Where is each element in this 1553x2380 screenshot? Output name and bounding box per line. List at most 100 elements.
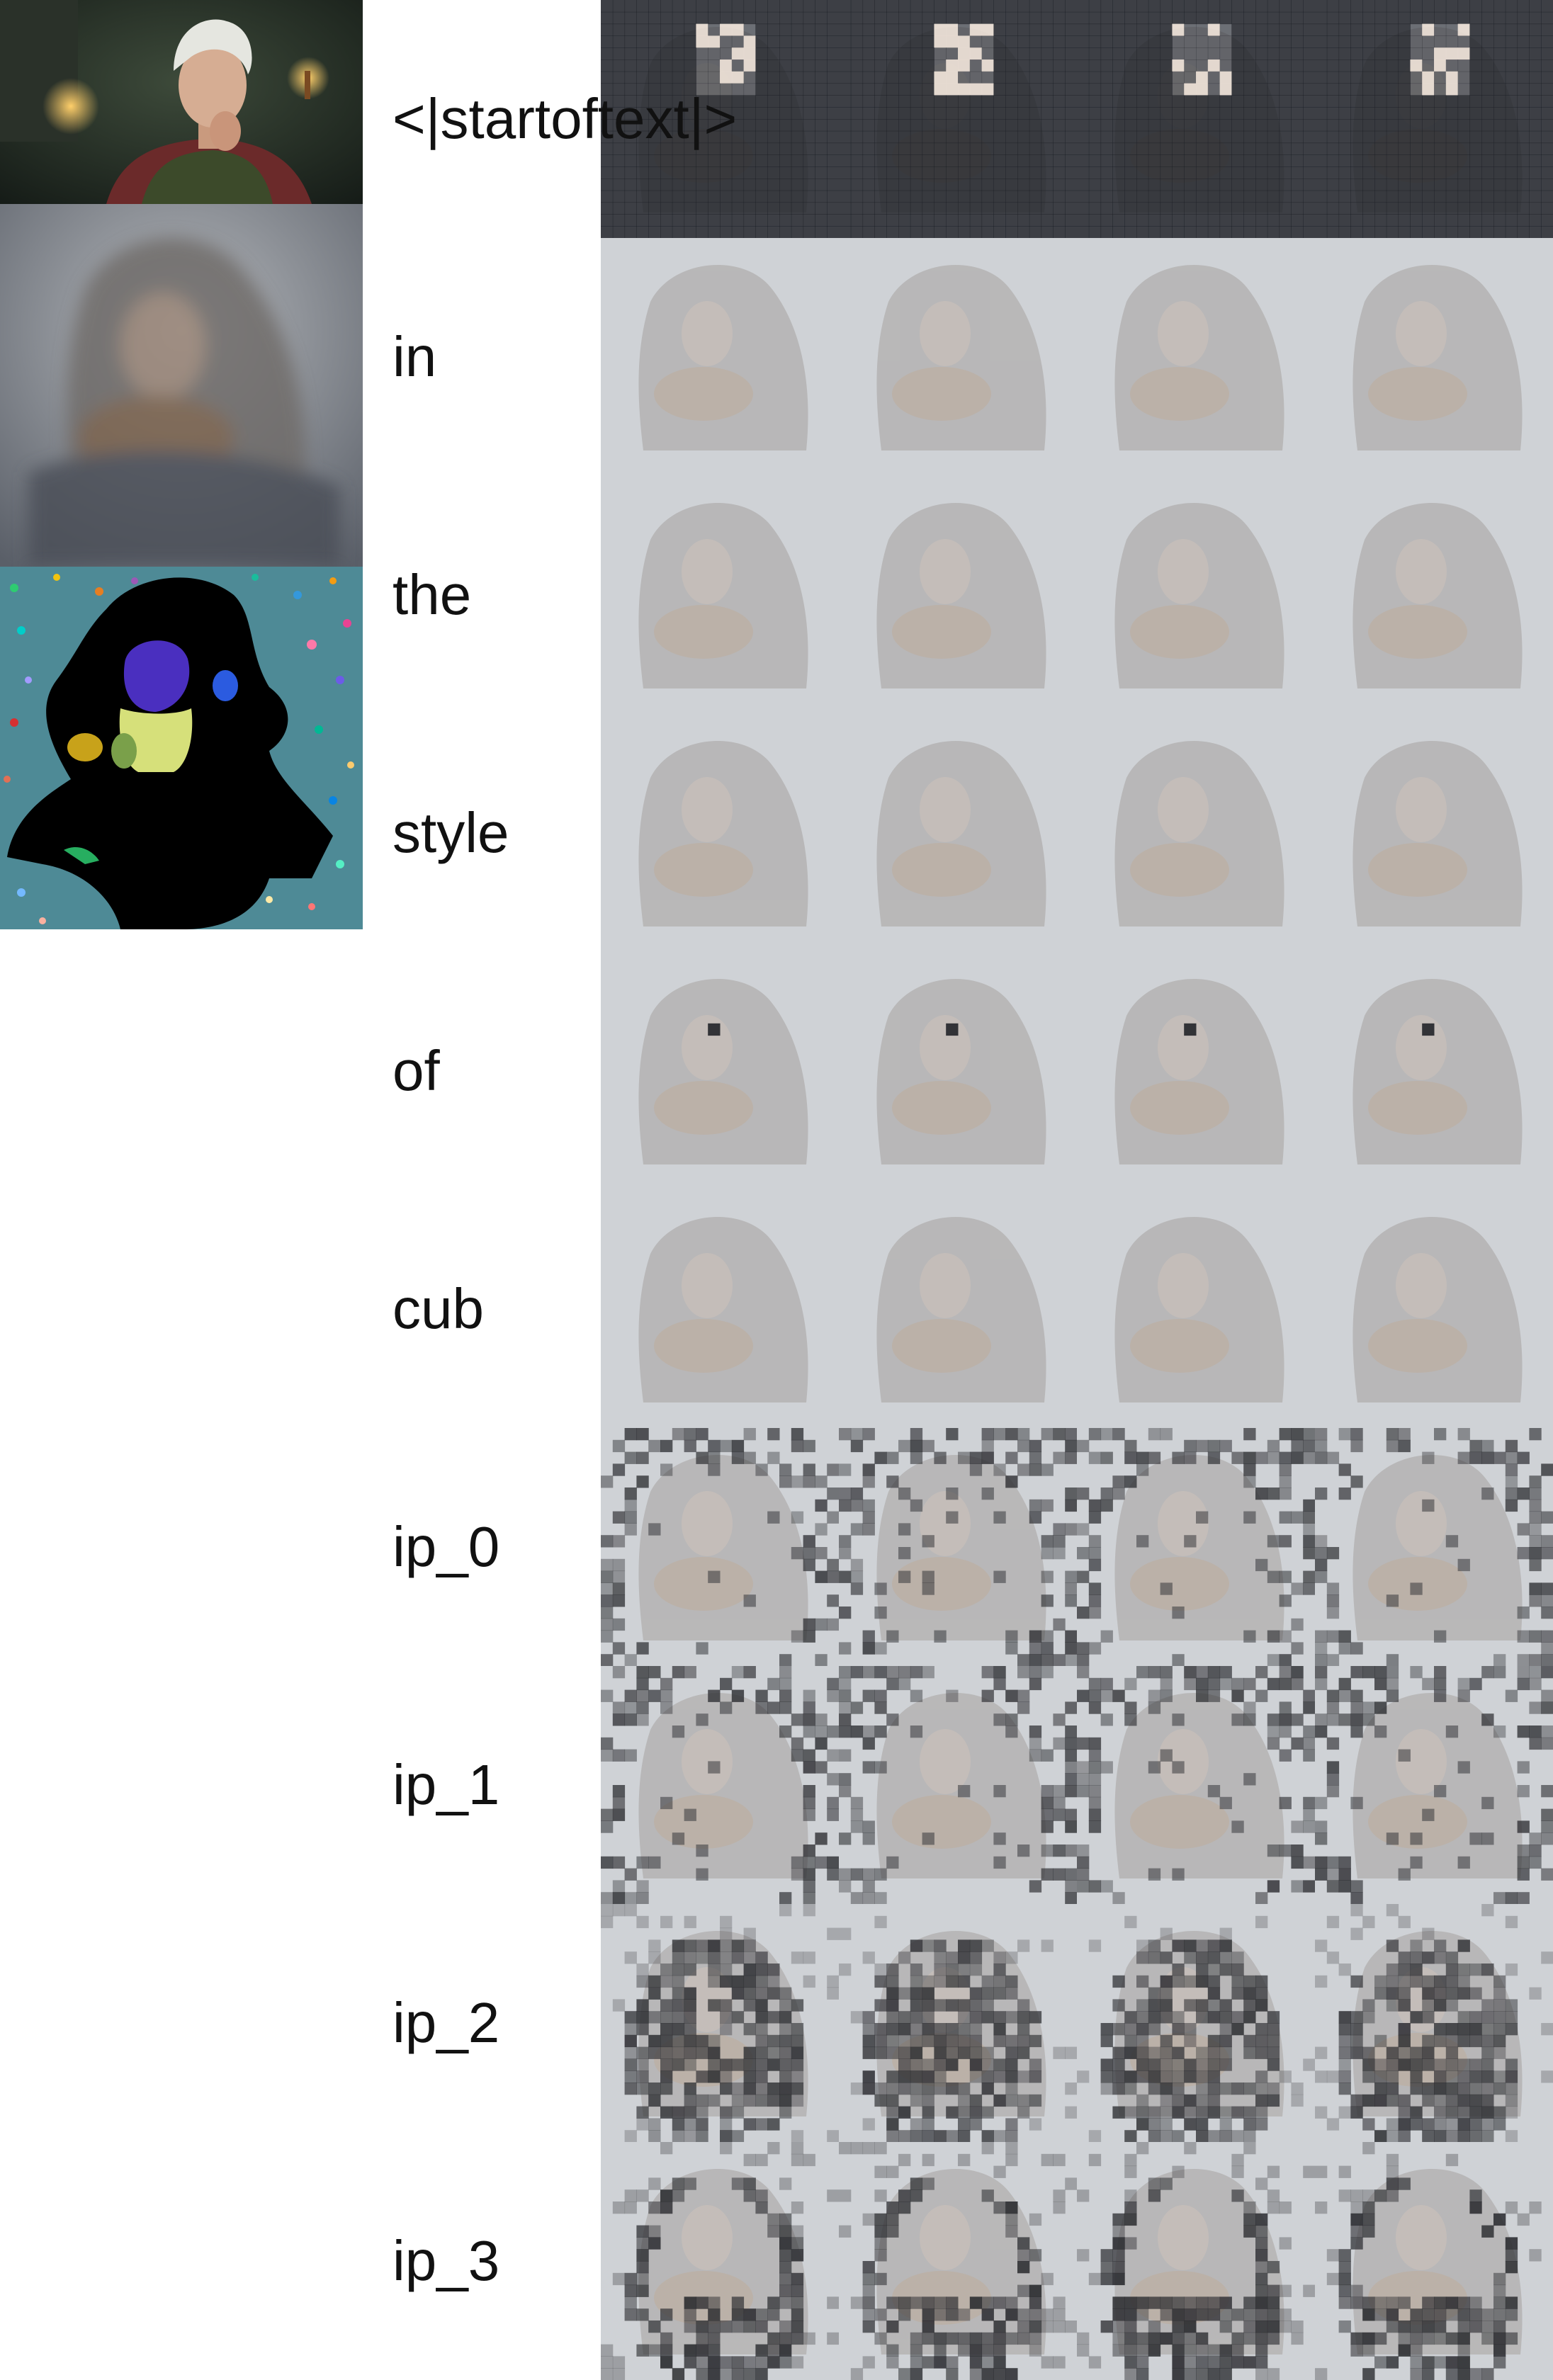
attention-patch xyxy=(1219,2368,1232,2380)
attention-patch xyxy=(1148,2177,1161,2190)
attention-patch xyxy=(1398,2344,1411,2357)
attention-patch xyxy=(993,2011,1006,2024)
attention-patch xyxy=(672,107,685,120)
attention-patch xyxy=(1422,2011,1435,2024)
attention-patch xyxy=(862,1951,875,1964)
attention-patch xyxy=(1326,1737,1340,1750)
attention-patch xyxy=(1291,11,1304,25)
attention-patch xyxy=(1172,190,1185,203)
attention-patch xyxy=(1398,1439,1411,1453)
attention-patch xyxy=(720,1999,733,2012)
attention-patch xyxy=(1350,2189,1363,2202)
attention-patch xyxy=(1529,1701,1542,1714)
attention-patch xyxy=(1124,130,1137,144)
attention-patch xyxy=(636,1856,649,1869)
attention-patch xyxy=(803,1547,815,1560)
attention-patch xyxy=(1017,119,1030,132)
attention-patch xyxy=(624,1488,637,1500)
attention-patch xyxy=(969,2034,983,2048)
attention-patch xyxy=(1160,190,1173,203)
attention-patch xyxy=(1445,1975,1459,1988)
attention-patch xyxy=(755,2153,768,2167)
attention-patch xyxy=(1481,35,1494,48)
attention-patch xyxy=(910,71,923,84)
attention-patch xyxy=(1410,83,1423,96)
attention-patch xyxy=(601,60,614,72)
attention-patch xyxy=(720,1939,733,1952)
attention-patch xyxy=(779,1892,792,1904)
attention-patch xyxy=(898,1547,911,1560)
attention-patch xyxy=(1481,1666,1494,1679)
attention-patch xyxy=(1469,107,1482,120)
attention-patch xyxy=(696,2070,708,2083)
attention-patch xyxy=(1410,214,1423,227)
attention-patch xyxy=(1445,0,1459,13)
attention-patch xyxy=(1303,1428,1315,1441)
attention-patch xyxy=(1148,0,1161,13)
attention-patch xyxy=(1493,166,1506,179)
attention-patch xyxy=(636,2261,649,2274)
attention-patch xyxy=(791,2034,804,2048)
attention-patch xyxy=(1243,2320,1256,2333)
attention-patch xyxy=(886,2165,899,2178)
attention-patch xyxy=(1207,2356,1221,2369)
attention-patch xyxy=(1529,1523,1542,1536)
attention-patch xyxy=(1184,1451,1197,1464)
attention-patch xyxy=(684,2344,696,2357)
attention-patch xyxy=(934,119,947,132)
attention-patch xyxy=(1315,47,1328,60)
attention-patch xyxy=(1065,1892,1077,1904)
attention-patch xyxy=(1493,1666,1506,1679)
attention-patch xyxy=(1457,1987,1470,2000)
attention-patch xyxy=(1279,1463,1292,1476)
attention-patch xyxy=(1148,1999,1161,2012)
attention-patch xyxy=(1374,2058,1387,2071)
attention-patch xyxy=(910,154,923,167)
attention-patch xyxy=(1386,1677,1399,1691)
attention-patch xyxy=(1029,23,1042,36)
attention-patch xyxy=(696,1713,708,1726)
attention-patch xyxy=(1160,60,1173,72)
attention-patch xyxy=(1267,2023,1280,2036)
attention-patch xyxy=(1243,1975,1256,1988)
attention-patch xyxy=(1338,142,1351,155)
attention-patch xyxy=(946,47,959,60)
attention-patch xyxy=(1279,2284,1292,2297)
attention-patch xyxy=(1112,1892,1125,1904)
attention-patch xyxy=(1267,1630,1280,1643)
attention-patch xyxy=(1029,2308,1042,2321)
attention-patch xyxy=(612,35,626,48)
attention-patch xyxy=(720,2070,733,2083)
attention-patch xyxy=(862,1666,875,1679)
attention-map xyxy=(1315,952,1553,1190)
attention-patch xyxy=(636,119,649,132)
attention-patch xyxy=(1148,1689,1161,1702)
attention-patch xyxy=(1184,2058,1197,2071)
attention-patch xyxy=(1207,2106,1221,2119)
attention-patch xyxy=(1219,95,1232,108)
attention-patch xyxy=(1386,2177,1399,2190)
attention-patch xyxy=(1279,154,1292,167)
attention-patch xyxy=(1362,35,1375,48)
attention-patch xyxy=(1100,1630,1113,1643)
attention-patch xyxy=(1255,178,1268,191)
attention-patch xyxy=(743,107,756,120)
attention-patch xyxy=(1196,2058,1209,2071)
attention-patch xyxy=(648,2082,661,2095)
attention-patch xyxy=(624,11,637,25)
attention-patch xyxy=(1041,2320,1054,2333)
attention-patch xyxy=(1291,2320,1304,2333)
attention-patch xyxy=(1326,60,1340,72)
attention-patch xyxy=(1386,2058,1399,2071)
attention-patch xyxy=(601,1915,614,1929)
attention-patch xyxy=(612,190,626,203)
attention-patch xyxy=(767,1428,780,1441)
attention-patch xyxy=(1445,142,1459,155)
attention-patch xyxy=(731,1689,745,1702)
attention-patch xyxy=(1386,60,1399,72)
attention-patch xyxy=(684,2058,696,2071)
attention-patch xyxy=(934,60,947,72)
attention-patch xyxy=(731,11,745,25)
attention-patch xyxy=(1053,166,1066,179)
attention-patch xyxy=(1255,83,1268,96)
